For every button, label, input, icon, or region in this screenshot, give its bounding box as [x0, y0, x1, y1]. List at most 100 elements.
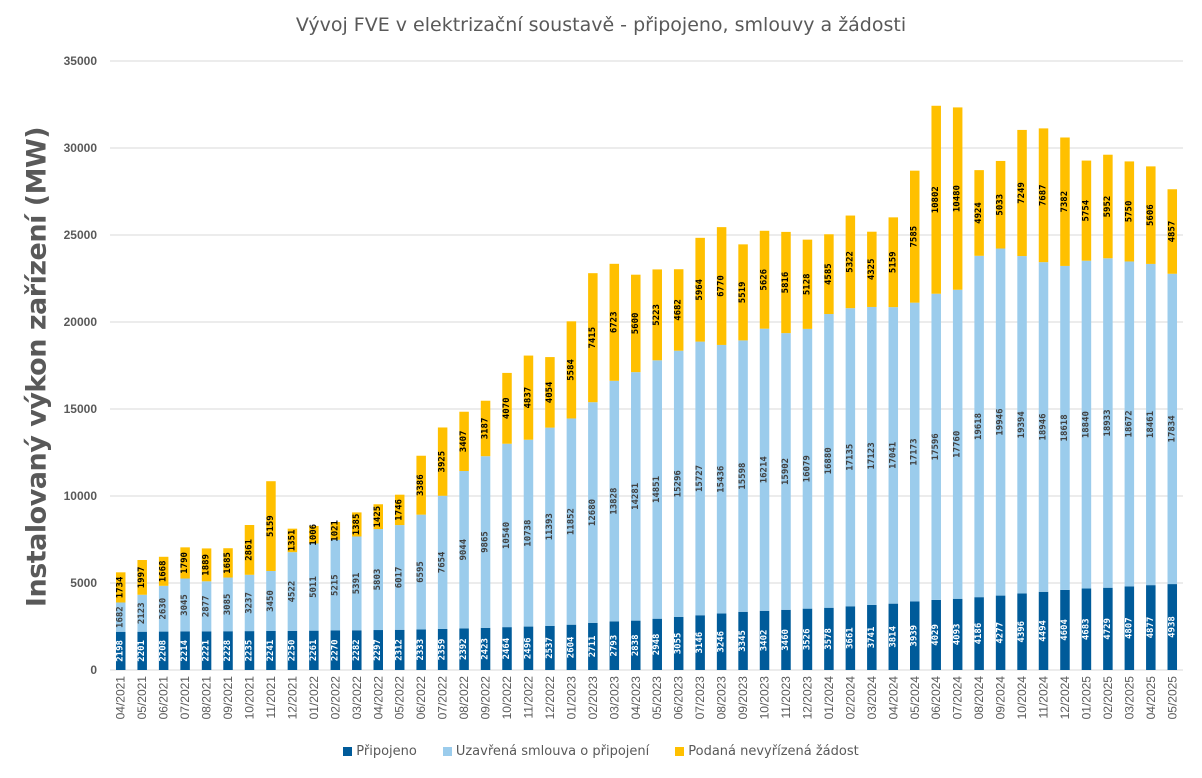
- x-tick-label: 06/2021: [157, 676, 171, 720]
- bar-segment-0: [437, 628, 448, 670]
- bar-segment-2: [673, 269, 684, 351]
- bar-segment-0: [824, 607, 834, 670]
- bar-segment-0: [910, 601, 920, 670]
- bar-segment-2: [824, 234, 834, 315]
- bar-segment-2: [1060, 137, 1070, 266]
- data-label: 19618: [974, 413, 984, 440]
- data-label: 16214: [760, 456, 770, 484]
- data-label: 2604: [566, 636, 576, 658]
- x-tick-label: 06/2022: [414, 676, 428, 720]
- data-label: 2392: [459, 638, 469, 660]
- bar-segment-0: [952, 598, 963, 670]
- data-label: 4683: [1081, 618, 1091, 640]
- x-tick-label: 09/2023: [736, 676, 750, 720]
- x-tick-label: 01/2024: [822, 676, 836, 720]
- data-label: 18672: [1124, 410, 1134, 437]
- data-label: 7687: [1039, 184, 1049, 206]
- bar-segment-0: [266, 631, 276, 670]
- data-label: 15436: [717, 466, 727, 493]
- x-tick-label: 04/2021: [114, 676, 128, 720]
- bar-segment-1: [1103, 258, 1113, 588]
- bar-segment-2: [137, 560, 147, 595]
- data-label: 3661: [845, 627, 855, 649]
- bar-segment-1: [545, 427, 555, 626]
- data-label: 3450: [266, 590, 276, 612]
- data-label: 18461: [1146, 411, 1156, 438]
- data-label: 17135: [845, 444, 855, 471]
- bar-segment-1: [631, 372, 641, 621]
- bar-segment-1: [459, 471, 469, 629]
- bar-segment-2: [201, 548, 212, 582]
- x-tick-label: 04/2022: [371, 676, 385, 720]
- bar-segment-2: [867, 231, 877, 307]
- data-label: 2312: [395, 639, 405, 661]
- data-label: 4604: [1060, 619, 1070, 641]
- data-label: 2948: [652, 634, 662, 656]
- x-tick-label: 06/2024: [929, 676, 943, 720]
- bar-segment-1: [480, 456, 491, 628]
- bar-segment-0: [137, 631, 147, 670]
- x-tick-label: 12/2024: [1058, 676, 1072, 720]
- bar-segment-0: [995, 595, 1006, 670]
- x-tick-label: 12/2021: [285, 676, 299, 720]
- data-label: 2838: [631, 634, 641, 656]
- legend-item-request: Podaná nevyřízená žádost: [675, 744, 859, 759]
- x-tick-label: 04/2024: [886, 676, 900, 720]
- data-label: 3814: [888, 625, 898, 647]
- data-label: 4070: [502, 397, 512, 419]
- x-tick-label: 03/2023: [607, 676, 621, 720]
- bar-segment-2: [330, 521, 341, 540]
- legend-item-contract: Uzavřená smlouva o připojení: [442, 744, 649, 759]
- data-label: 2235: [244, 640, 254, 662]
- x-tick-label: 03/2025: [1122, 676, 1136, 720]
- data-label: 5803: [373, 569, 383, 591]
- data-label: 4877: [1146, 617, 1156, 639]
- x-tick-label: 02/2022: [328, 676, 342, 720]
- bar-segment-0: [1167, 584, 1178, 670]
- data-label: 5754: [1081, 199, 1091, 221]
- data-label: 4325: [867, 258, 877, 280]
- data-label: 7654: [438, 551, 448, 573]
- data-label: 12680: [588, 499, 598, 526]
- data-label: 1889: [202, 554, 212, 576]
- x-tick-label: 11/2022: [521, 676, 535, 719]
- data-label: 2711: [588, 636, 598, 658]
- bar-segment-0: [845, 606, 856, 670]
- bar-segment-2: [394, 494, 405, 526]
- bar-segment-1: [738, 340, 748, 612]
- data-label: 17123: [867, 442, 877, 469]
- x-tick-label: 05/2021: [135, 676, 149, 720]
- data-label: 4522: [287, 581, 297, 603]
- data-label: 5600: [631, 313, 641, 335]
- data-label: 4396: [1017, 621, 1027, 643]
- data-label: 15727: [695, 465, 705, 492]
- x-tick-label: 06/2023: [672, 676, 686, 720]
- bar-segment-2: [437, 427, 448, 496]
- data-label: 18933: [1103, 409, 1113, 436]
- x-tick-label: 04/2023: [629, 676, 643, 720]
- bar-segment-1: [1167, 273, 1178, 585]
- data-label: 2793: [609, 635, 619, 657]
- data-label: 15296: [674, 470, 684, 497]
- bar-segment-0: [781, 609, 791, 670]
- bar-segment-1: [824, 314, 834, 608]
- x-tick-label: 03/2024: [865, 676, 879, 720]
- bar-segment-2: [287, 528, 298, 553]
- data-label: 5215: [330, 574, 340, 596]
- bar-segment-0: [158, 631, 169, 670]
- bar-segment-2: [781, 231, 791, 334]
- data-label: 1685: [223, 552, 233, 574]
- data-label: 10480: [953, 185, 963, 212]
- data-label: 17173: [910, 439, 920, 466]
- x-tick-label: 07/2023: [693, 676, 707, 720]
- bar-segment-0: [416, 629, 426, 670]
- x-tick-label: 05/2024: [908, 676, 922, 720]
- data-label: 3526: [802, 628, 812, 650]
- data-label: 2261: [309, 639, 319, 661]
- bar-segment-2: [266, 481, 276, 571]
- data-label: 11393: [545, 513, 555, 540]
- x-tick-label: 03/2022: [350, 676, 364, 720]
- bar-segment-0: [888, 603, 899, 670]
- bar-segment-0: [330, 630, 341, 670]
- bar-segment-1: [566, 418, 577, 625]
